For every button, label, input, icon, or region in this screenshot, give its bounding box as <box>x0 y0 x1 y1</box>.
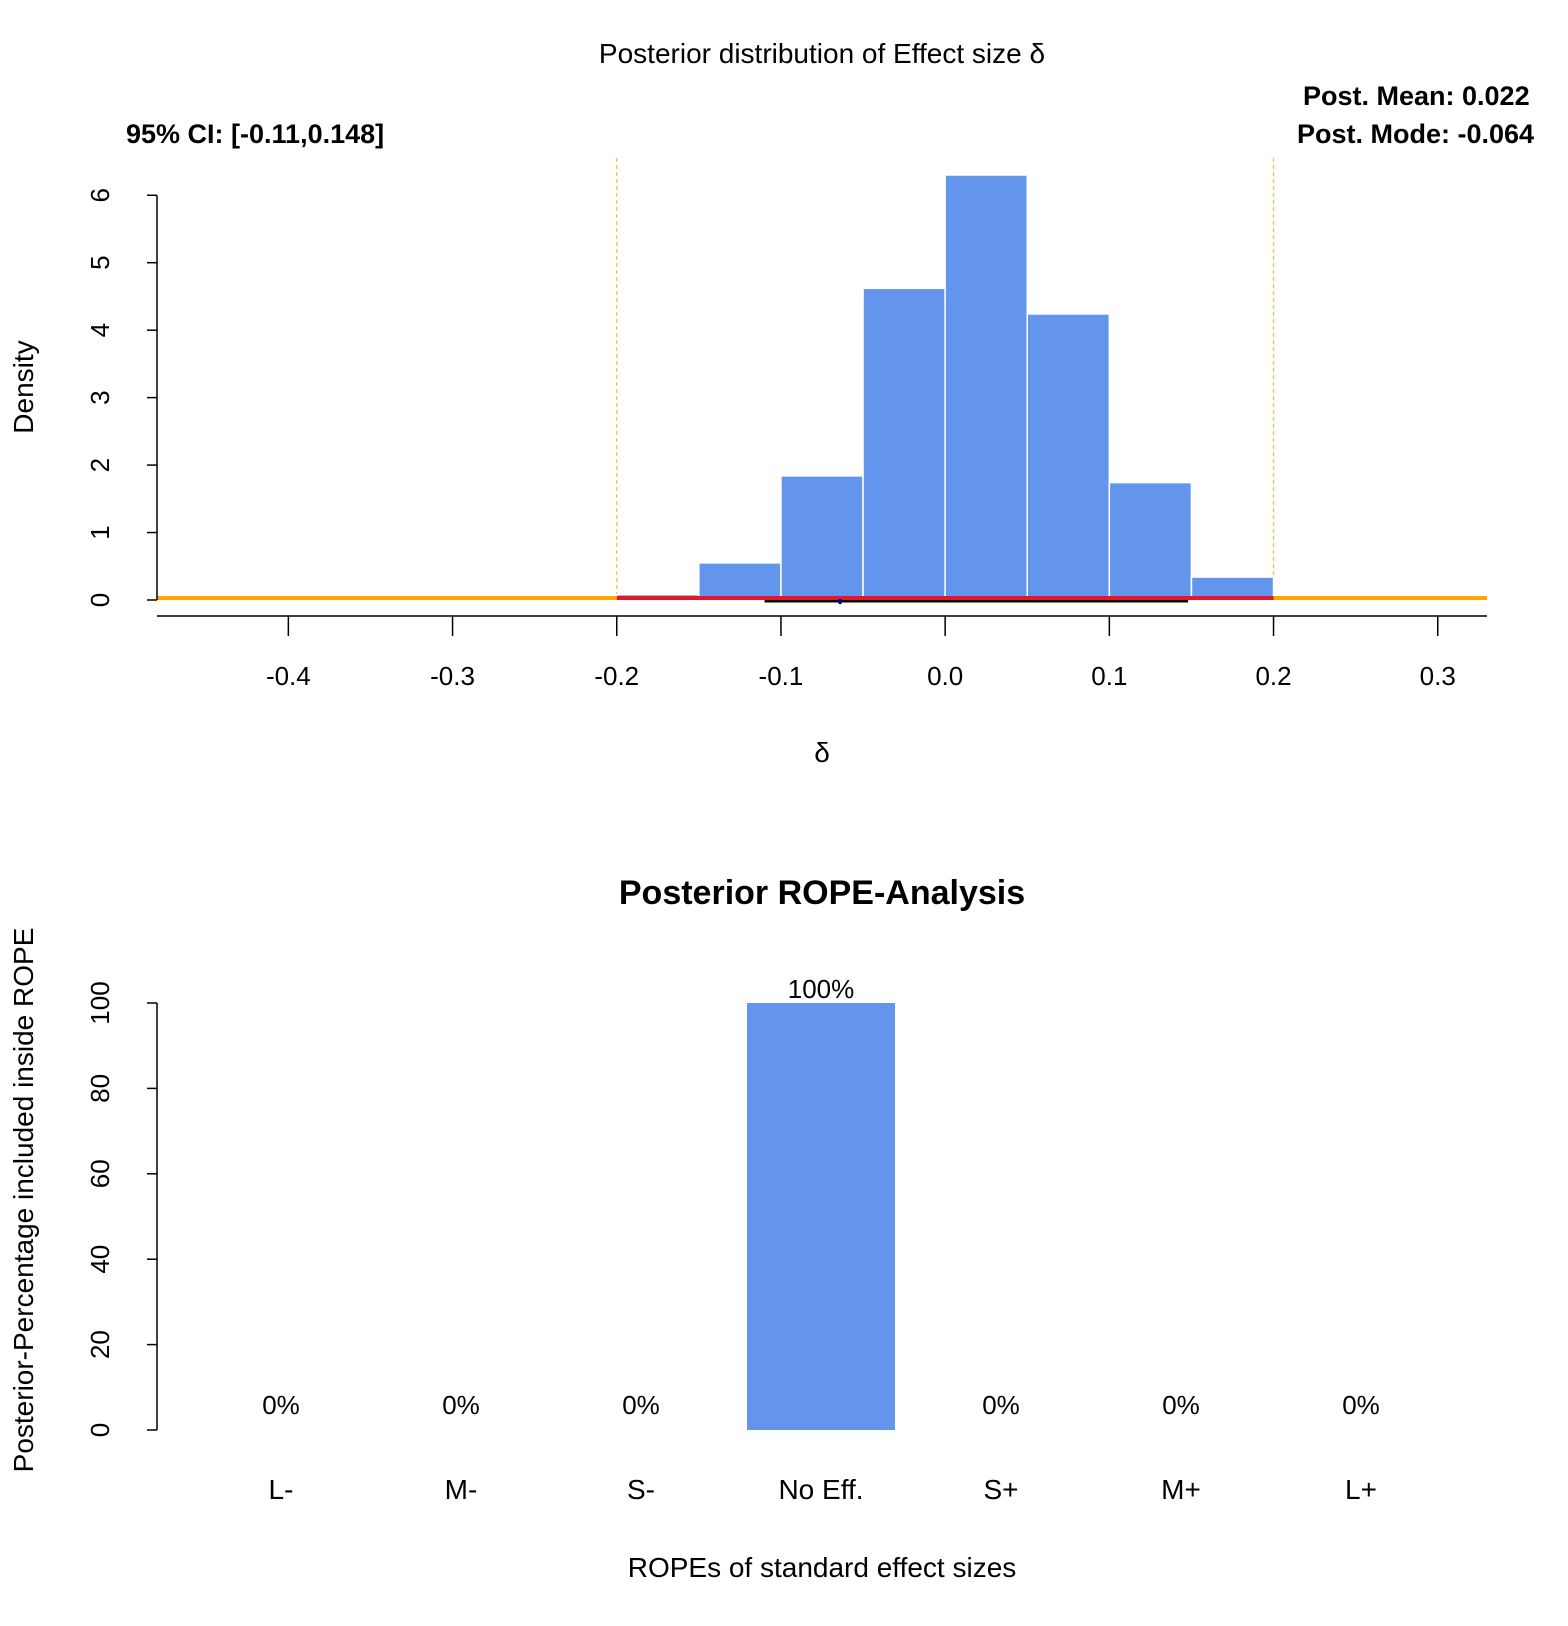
x-tick-label: 0.1 <box>1091 661 1127 691</box>
y-tick-label: 80 <box>85 1074 115 1103</box>
histogram-bar <box>862 287 946 601</box>
x-tick-label: -0.1 <box>759 661 804 691</box>
histogram-bar <box>944 174 1028 601</box>
y-tick-label: 100 <box>85 981 115 1024</box>
rope-value-label: 0% <box>442 1390 480 1420</box>
y-tick-label: 40 <box>85 1245 115 1274</box>
density-baseline <box>157 596 1487 604</box>
y-tick-label: 3 <box>85 390 115 404</box>
rope-category-labels: L- M- S- No Eff. S+ M+ L+ <box>269 1474 1377 1505</box>
rope-x-axis-label: ROPEs of standard effect sizes <box>628 1552 1017 1583</box>
x-tick-label: 0.2 <box>1255 661 1291 691</box>
rope-bar-3 <box>747 1003 895 1430</box>
histogram-x-axis-label: δ <box>814 737 830 768</box>
rope-analysis-panel: Posterior ROPE-Analysis Posterior-Percen… <box>8 874 1380 1583</box>
histogram-bars <box>533 174 1357 601</box>
y-tick-label: 4 <box>85 323 115 337</box>
rope-value-label: 0% <box>622 1390 660 1420</box>
rope-bars: 0% 0% 0% 100% 0% 0% 0% <box>262 974 1380 1430</box>
rope-value-label: 0% <box>1162 1390 1200 1420</box>
rope-y-axis-label: Posterior-Percentage included inside ROP… <box>8 928 39 1473</box>
post-mode-label: Post. Mode: -0.064 <box>1297 119 1534 149</box>
rope-y-axis: 0 20 40 60 80 100 <box>85 981 158 1437</box>
rope-category-label: L- <box>269 1474 294 1505</box>
histogram-title: Posterior distribution of Effect size δ <box>599 38 1045 69</box>
y-tick-label: 2 <box>85 458 115 472</box>
x-tick-label: -0.4 <box>266 661 311 691</box>
rope-value-label: 0% <box>982 1390 1020 1420</box>
histogram-y-axis-label: Density <box>8 340 39 433</box>
post-mean-label: Post. Mean: 0.022 <box>1303 81 1530 111</box>
histogram-x-axis: -0.4 -0.3 -0.2 -0.1 0.0 0.1 0.2 0.3 <box>157 615 1487 691</box>
rope-boundary-lines <box>616 158 1275 600</box>
rope-value-label: 100% <box>788 974 855 1004</box>
y-tick-label: 1 <box>85 525 115 539</box>
histogram-bar <box>1108 481 1193 601</box>
posterior-histogram-panel: Posterior distribution of Effect size δ … <box>8 38 1534 768</box>
histogram-bar <box>780 475 864 601</box>
rope-title: Posterior ROPE-Analysis <box>619 874 1025 912</box>
y-tick-label: 60 <box>85 1159 115 1188</box>
rope-category-label: S+ <box>983 1474 1018 1505</box>
x-tick-label: -0.3 <box>430 661 475 691</box>
rope-category-label: S- <box>627 1474 655 1505</box>
histogram-bar <box>698 562 782 601</box>
y-tick-label: 5 <box>85 255 115 269</box>
rope-category-label: No Eff. <box>778 1474 863 1505</box>
x-tick-label: -0.2 <box>594 661 639 691</box>
y-tick-label: 20 <box>85 1330 115 1359</box>
rope-category-label: M+ <box>1161 1474 1201 1505</box>
x-tick-label: 0.0 <box>927 661 963 691</box>
histogram-bar <box>1026 313 1111 601</box>
y-tick-label: 0 <box>85 1423 115 1437</box>
y-tick-label: 6 <box>85 188 115 202</box>
rope-value-label: 0% <box>262 1390 300 1420</box>
histogram-y-axis: 0 1 2 3 4 5 6 <box>85 188 158 607</box>
y-tick-label: 0 <box>85 593 115 607</box>
x-tick-label: 0.3 <box>1420 661 1456 691</box>
ci-label: 95% CI: [-0.11,0.148] <box>126 119 384 149</box>
rope-value-label: 0% <box>1342 1390 1380 1420</box>
rope-category-label: M- <box>445 1474 478 1505</box>
rope-category-label: L+ <box>1345 1474 1377 1505</box>
